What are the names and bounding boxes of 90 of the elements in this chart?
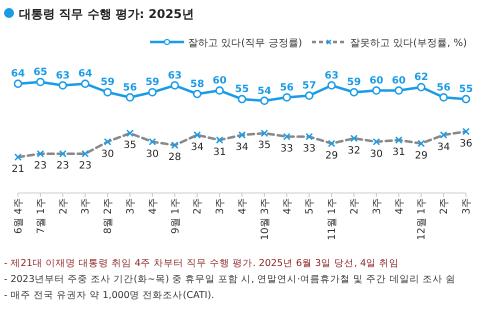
x-tick-label: 9월 1주 <box>170 198 182 234</box>
point <box>260 96 269 106</box>
data-label: 63 <box>168 70 182 82</box>
point <box>462 94 470 104</box>
data-label: 62 <box>414 72 428 84</box>
x-tick-label: 3주 <box>462 198 472 214</box>
data-label: 30 <box>370 148 383 160</box>
chart-title: 대통령 직무 수행 평가: 2025년 <box>19 7 194 21</box>
data-label: 34 <box>190 142 204 153</box>
point <box>14 79 22 88</box>
data-label: 59 <box>100 77 115 88</box>
data-label: 30 <box>101 148 114 160</box>
text: - 제21대 이재명 대통령 취임 4주 차부터 직무 수행 평가. 2025년 6월 3일 당선, 4일 취임 <box>4 258 400 269</box>
legend-label: 잘못하고 있다(부정률, %) <box>350 38 467 49</box>
data-label: 34 <box>236 142 248 153</box>
x-tick-label: 4주 <box>282 198 294 214</box>
data-label: 57 <box>302 80 316 92</box>
data-label: 33 <box>280 144 294 155</box>
data-label: 54 <box>257 86 272 97</box>
data-label: 23 <box>56 160 70 172</box>
point <box>80 79 90 88</box>
x-tick-label: 12월 1주 <box>416 198 428 240</box>
point <box>327 81 336 90</box>
data-label: 31 <box>213 147 226 158</box>
data-label: 30 <box>146 148 159 160</box>
data-label: 56 <box>123 82 137 94</box>
x-tick-label: 2주 <box>350 198 360 214</box>
data-label: 63 <box>324 70 339 82</box>
text: - 매주 전국 유권자 약 1,000명 전화조사(CATI). <box>4 290 214 301</box>
x-tick-label: 3주 <box>80 198 92 214</box>
data-label: 59 <box>347 77 361 88</box>
point <box>439 93 448 102</box>
data-label: 55 <box>459 84 473 96</box>
data-label: 21 <box>12 164 24 176</box>
data-label: 33 <box>302 144 316 155</box>
point <box>192 90 202 98</box>
point <box>304 91 314 100</box>
point <box>350 88 358 96</box>
data-label: 29 <box>414 150 428 162</box>
point <box>372 86 381 95</box>
text: - 2023년부터 주중 조사 기간(화~목) 중 휴무일 포함 시, 연말연시·여름휴가철 및 주간 데일리 조사 쉼 <box>4 274 456 285</box>
x-tick-label: 3주 <box>215 198 226 214</box>
data-label: 59 <box>145 77 160 88</box>
point <box>170 81 180 90</box>
data-label: 55 <box>235 84 249 96</box>
legend-label: 잘하고 있다(직무 긍정률) <box>188 38 302 49</box>
x-tick-label: 8월 2주 <box>103 198 114 234</box>
data-label: 29 <box>325 150 338 162</box>
data-label: 31 <box>392 147 406 158</box>
data-label: 63 <box>56 70 70 82</box>
point <box>416 82 426 92</box>
data-label: 60 <box>212 76 227 87</box>
x-tick-label: 11월 1주 <box>327 198 338 240</box>
data-label: 65 <box>33 67 48 78</box>
x-tick-label: 3주 <box>372 198 383 214</box>
data-label: 28 <box>168 152 182 164</box>
x-tick-label: 5주 <box>304 198 316 214</box>
data-label: 56 <box>436 82 451 94</box>
x-tick-label: 2주 <box>192 198 204 214</box>
point <box>215 86 224 95</box>
data-label: 35 <box>124 140 136 152</box>
x-tick-label: 2주 <box>58 198 70 214</box>
data-label: 23 <box>78 160 92 172</box>
point <box>126 93 134 102</box>
point <box>282 93 292 102</box>
point <box>148 88 157 96</box>
data-label: 32 <box>348 145 360 156</box>
point <box>394 86 404 95</box>
data-label: 64 <box>11 68 25 80</box>
point <box>238 94 246 104</box>
x-tick-label: 4주 <box>394 198 406 214</box>
data-label: 56 <box>280 82 294 94</box>
point <box>36 78 45 86</box>
x-tick-label: 4주 <box>148 198 159 214</box>
data-label: 23 <box>34 160 47 172</box>
data-label: 58 <box>190 78 204 90</box>
data-label: 64 <box>78 68 92 80</box>
point <box>103 88 112 96</box>
x-tick-label: 2주 <box>439 198 450 214</box>
data-label: 35 <box>258 140 271 152</box>
x-tick-label: 3주 <box>126 198 136 214</box>
x-tick-label: 6월 4주 <box>14 198 24 234</box>
data-label: 60 <box>392 76 406 87</box>
x-tick-label: 4주 <box>238 198 248 214</box>
data-label: 34 <box>437 142 450 153</box>
data-label: 36 <box>460 138 472 150</box>
x-tick-label: 10월 3주 <box>260 198 271 240</box>
data-label: 60 <box>369 76 384 87</box>
point <box>58 81 68 90</box>
x-tick-label: 7월 1주 <box>36 198 47 234</box>
